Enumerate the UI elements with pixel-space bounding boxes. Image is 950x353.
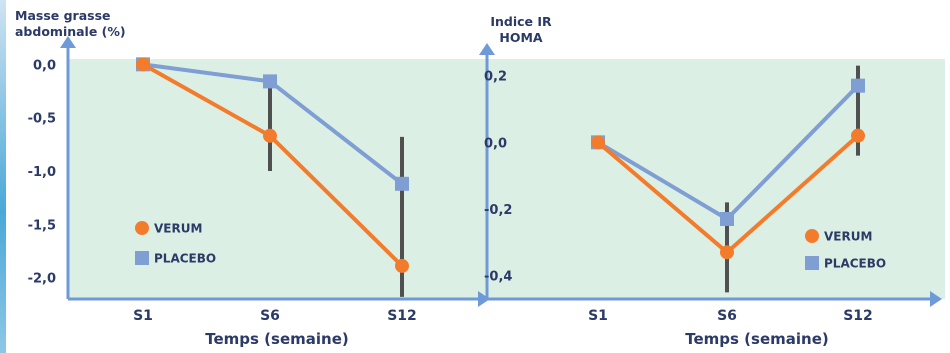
chart1-data-point-verum xyxy=(263,128,277,143)
chart2-y-axis-title-line: HOMA xyxy=(499,30,543,45)
chart1-y-tick-label: -2,0 xyxy=(28,272,56,287)
chart2-x-tick-label: S6 xyxy=(717,308,737,324)
chart1-legend-marker-verum xyxy=(135,221,149,235)
chart2-plot-area xyxy=(487,59,945,299)
chart1-legend-label-verum: VERUM xyxy=(154,222,202,236)
chart2-y-axis-arrow xyxy=(479,43,495,55)
chart2-x-tick-label: S12 xyxy=(843,308,873,324)
chart1-data-point-verum xyxy=(395,258,409,273)
chart2-x-axis-arrow xyxy=(930,291,942,307)
chart2-data-point-placebo xyxy=(720,212,734,226)
chart1-legend-marker-placebo xyxy=(135,251,149,265)
chart1-y-axis-title-line: Masse grasse xyxy=(15,8,111,23)
chart1-x-axis-arrow xyxy=(478,291,490,307)
chart1-x-tick-label: S1 xyxy=(133,308,153,324)
chart2-legend-marker-placebo xyxy=(805,256,819,270)
chart2-legend-label-verum: VERUM xyxy=(824,230,872,244)
chart2-data-point-verum xyxy=(720,245,734,260)
chart1-y-tick-label: 0,0 xyxy=(33,58,56,73)
chart1-x-tick-label: S12 xyxy=(387,308,417,324)
chart2-legend-label-placebo: PLACEBO xyxy=(824,257,886,271)
chart1-x-axis-label: Temps (semaine) xyxy=(205,330,349,348)
chart1-legend-label-placebo: PLACEBO xyxy=(154,252,216,266)
chart1-data-point-placebo xyxy=(263,74,277,89)
chart2-x-tick-label: S1 xyxy=(588,308,608,324)
chart1-y-tick-label: -1,0 xyxy=(28,165,56,180)
chart1-plot-area xyxy=(68,59,488,299)
chart2-x-axis-label: Temps (semaine) xyxy=(685,330,829,348)
chart1-y-axis-title-line: abdominale (%) xyxy=(15,24,126,39)
chart2-y-tick-label: 0,2 xyxy=(484,70,507,85)
chart1-data-point-verum xyxy=(136,57,150,72)
chart1-data-point-placebo xyxy=(395,176,409,191)
chart2-data-point-placebo xyxy=(851,78,865,93)
chart2-y-tick-label: -0,4 xyxy=(484,270,512,285)
chart1-y-axis-arrow xyxy=(60,36,76,48)
chart1-x-tick-label: S6 xyxy=(260,308,280,324)
chart2-data-point-verum xyxy=(591,135,605,150)
chart2-data-point-verum xyxy=(851,128,865,143)
chart2-y-tick-label: 0,0 xyxy=(484,136,507,151)
chart2-y-tick-label: -0,2 xyxy=(484,203,512,218)
chart2-y-axis-title-line: Indice IR xyxy=(490,14,552,29)
chart1-y-tick-label: -0,5 xyxy=(28,112,56,127)
left-edge-strip xyxy=(0,0,6,353)
chart2-legend-marker-verum xyxy=(805,229,819,243)
chart1-y-tick-label: -1,5 xyxy=(28,218,56,233)
